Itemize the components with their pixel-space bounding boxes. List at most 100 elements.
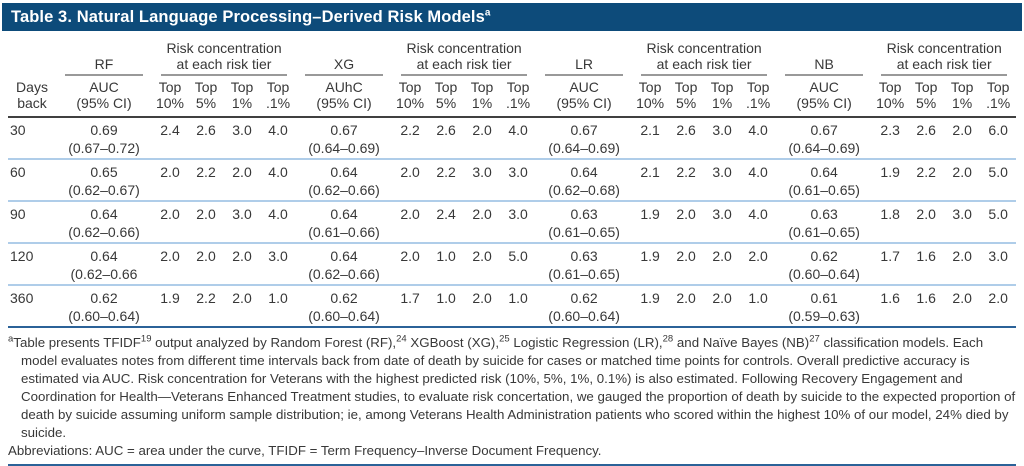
xg-auc-value: 0.64 (0.61–0.66) xyxy=(296,200,393,243)
xg-auc-header: AUhC (95% CI) xyxy=(296,76,393,118)
nb-tier-value: 1.6 xyxy=(908,242,945,285)
rf-tier-value: 2.2 xyxy=(188,284,224,328)
nb-tier-value: 2.0 xyxy=(980,284,1017,328)
xg-top5-header: Top 5% xyxy=(428,76,465,118)
abbreviations-line: Abbreviations: AUC = area under the curv… xyxy=(8,443,602,458)
xg-tier-value: 2.6 xyxy=(436,122,456,138)
xg-tier-value: 1.0 xyxy=(500,284,537,328)
xg-tier-value: 3.0 xyxy=(464,158,501,201)
model-label-lr: LR xyxy=(545,56,624,76)
lr-top5-header: Top 5% xyxy=(668,76,705,118)
nb-auc-value: 0.63 (0.61–0.65) xyxy=(776,200,873,243)
nb-auc-value: 0.61 (0.59–0.63) xyxy=(776,284,873,328)
lr-top1-header: Top 1% xyxy=(704,76,741,118)
nb-tier-value: 2.3 xyxy=(880,122,900,138)
rf-tier-value: 3.0 xyxy=(224,200,260,243)
days-back-header: Days back xyxy=(8,76,56,118)
rf-tier-value: 4.0 xyxy=(268,122,288,138)
nb-tier-value: 2.0 xyxy=(908,200,945,243)
lr-auc-header: AUC (95% CI) xyxy=(536,76,633,118)
nb-tier-value: 1.9 xyxy=(872,158,909,201)
lr-tier-value: 4.0 xyxy=(740,158,777,201)
xg-tier-value: 2.2 xyxy=(400,122,420,138)
model-group-lr: LR xyxy=(536,38,632,76)
lr-tier-value: 2.1 xyxy=(632,158,669,201)
xg-tier-value: 2.0 xyxy=(464,200,501,243)
lr-tier-value: 2.1 xyxy=(640,122,660,138)
nb-tier-value: 1.6 xyxy=(908,284,945,328)
lr-tier-value: 1.0 xyxy=(740,284,777,328)
lr-auc-value: 0.67 (0.64–0.69) xyxy=(548,122,620,156)
xg-tier-value: 2.0 xyxy=(472,122,492,138)
lr-auc-value: 0.64 (0.62–0.68) xyxy=(536,158,633,201)
days-back-value: 90 xyxy=(8,200,56,243)
lr-tier-value: 1.9 xyxy=(632,284,669,328)
lr-tier-value: 2.0 xyxy=(668,200,705,243)
rf-tier-value: 2.0 xyxy=(224,242,260,285)
rf-tier-value: 4.0 xyxy=(260,158,297,201)
risk-header-line2: at each risk tier xyxy=(896,56,992,72)
xg-tier-value: 1.0 xyxy=(428,242,465,285)
xg-tier-value: 1.7 xyxy=(392,284,429,328)
xg-auc-value: 0.62 (0.60–0.64) xyxy=(296,284,393,328)
nb-tier-value: 1.8 xyxy=(872,200,909,243)
nb-tier-value: 2.0 xyxy=(952,122,972,138)
nb-tier-value: 6.0 xyxy=(988,122,1008,138)
nb-auc-header: AUC (95% CI) xyxy=(776,76,873,118)
rf-top5-header: Top 5% xyxy=(188,76,224,118)
model-label-nb: NB xyxy=(785,56,864,76)
xg-tier-value: 4.0 xyxy=(508,122,528,138)
days-back-value: 30 xyxy=(10,122,26,138)
footnotes: aTable presents TFIDF19 output analyzed … xyxy=(8,334,1016,460)
nb-tier-value: 2.2 xyxy=(908,158,945,201)
lr-tier-value: 3.0 xyxy=(712,122,732,138)
lr-auc-value: 0.62 (0.60–0.64) xyxy=(536,284,633,328)
risk-header-line2: at each risk tier xyxy=(656,56,752,72)
lr-tier-value: 2.0 xyxy=(704,284,741,328)
xg-tier-value: 1.0 xyxy=(428,284,465,328)
days-back-value: 120 xyxy=(8,242,56,285)
rf-tier-value: 2.2 xyxy=(188,158,224,201)
rf-tier-value: 4.0 xyxy=(260,200,297,243)
xg-tier-value: 2.4 xyxy=(428,200,465,243)
nb-tier-value: 5.0 xyxy=(980,158,1017,201)
risk-header-line2: at each risk tier xyxy=(416,56,512,72)
risk-concentration-header-nb: Risk concentration at each risk tier xyxy=(872,38,1016,76)
page: { "colors": { "header-bar": "#0d4b7a", "… xyxy=(0,3,1024,466)
nb-tier-value: 2.0 xyxy=(944,158,981,201)
xg-tier-value: 5.0 xyxy=(500,242,537,285)
lr-tier-value: 1.9 xyxy=(632,200,669,243)
rf-tier-value: 3.0 xyxy=(232,122,252,138)
nb-tier-value: 3.0 xyxy=(944,200,981,243)
lr-tier-value: 1.9 xyxy=(632,242,669,285)
nb-tier-value: 1.6 xyxy=(872,284,909,328)
rf-auc-value: 0.64 (0.62–0.66) xyxy=(56,200,152,243)
rf-tier-value: 2.0 xyxy=(224,158,260,201)
rf-auc-value: 0.64 (0.62–0.66 xyxy=(56,242,152,285)
rf-tier-value: 2.0 xyxy=(188,242,224,285)
xg-top01-header: Top .1% xyxy=(500,76,537,118)
xg-top1-header: Top 1% xyxy=(464,76,501,118)
rf-auc-value: 0.62 (0.60–0.64) xyxy=(56,284,152,328)
nb-auc-value: 0.64 (0.61–0.65) xyxy=(776,158,873,201)
nb-tier-value: 2.0 xyxy=(944,284,981,328)
lr-tier-value: 2.6 xyxy=(676,122,696,138)
risk-concentration-header-lr: Risk concentration at each risk tier xyxy=(632,38,776,76)
column-header-row: Days back AUC (95% CI) Top 10% Top 5% Top 1% … xyxy=(8,76,1017,118)
xg-tier-value: 3.0 xyxy=(500,158,537,201)
rf-auc-header: AUC (95% CI) xyxy=(56,76,152,118)
xg-tier-value: 2.0 xyxy=(392,158,429,201)
lr-tier-value: 2.0 xyxy=(704,242,741,285)
lr-top10-header: Top 10% xyxy=(632,76,669,118)
xg-tier-value: 2.0 xyxy=(392,242,429,285)
table-row: 360 0.62 (0.60–0.64) 1.9 2.2 2.0 1.0 0.62 (0.60–… xyxy=(8,284,1017,328)
table-title: Table 3. Natural Language Processing–Der… xyxy=(11,7,491,26)
rf-tier-value: 2.0 xyxy=(152,242,188,285)
days-col-spacer xyxy=(8,38,56,76)
model-group-xg: XG xyxy=(296,38,392,76)
model-label-xg: XG xyxy=(305,56,384,76)
nb-tier-value: 2.6 xyxy=(916,122,936,138)
rf-top01-header: Top .1% xyxy=(260,76,297,118)
risk-header-line1: Risk concentration xyxy=(886,40,1002,56)
nb-top5-header: Top 5% xyxy=(908,76,945,118)
